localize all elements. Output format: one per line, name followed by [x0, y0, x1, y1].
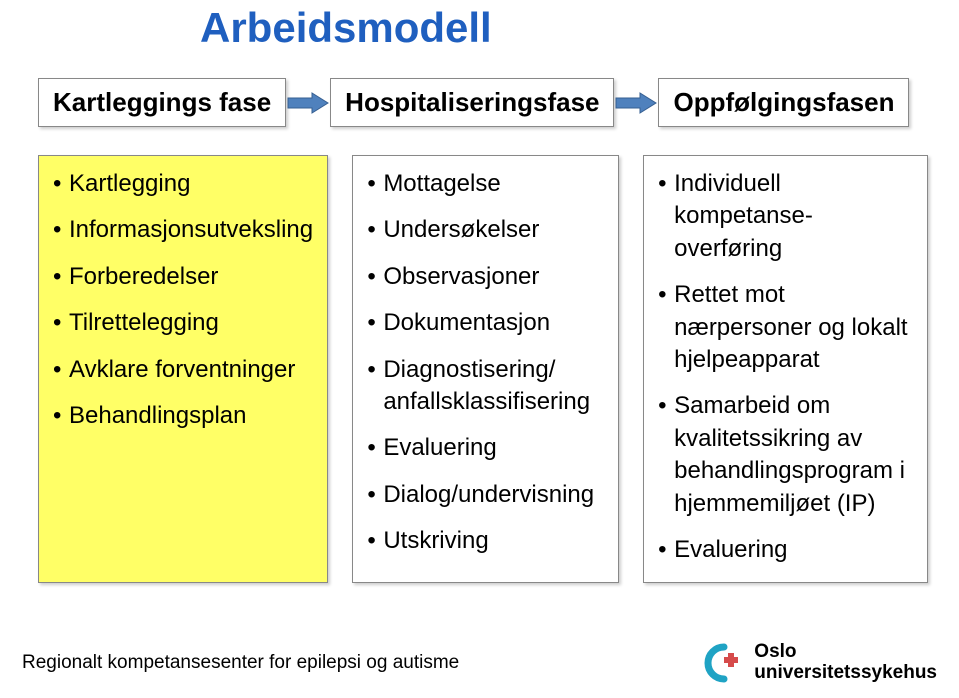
list-item: Diagnostisering/ anfallsklassifisering	[367, 354, 604, 419]
list-item: Rettet mot nærpersoner og lokalt hjelpea…	[658, 279, 913, 376]
list-item: Undersøkelser	[367, 214, 604, 246]
columns: Kartlegging Informasjonsutveksling Forbere…	[38, 155, 928, 583]
list-item: Observasjoner	[367, 261, 604, 293]
list-item: Dokumentasjon	[367, 307, 604, 339]
arrow-right-icon	[614, 91, 658, 115]
list-item: Individuell kompetanse-overføring	[658, 168, 913, 265]
page-title: Arbeidsmodell	[200, 4, 492, 52]
phase-box-3: Oppfølgingsfasen	[658, 78, 909, 127]
footer-text: Regionalt kompetansesenter for epilepsi …	[22, 652, 459, 674]
list-item: Evaluering	[658, 534, 913, 566]
slide: Arbeidsmodell Kartleggings fase Hospital…	[0, 0, 959, 698]
logo-text: Oslo universitetssykehus	[754, 642, 937, 684]
list-item: Utskriving	[367, 525, 604, 557]
column-1: Kartlegging Informasjonsutveksling Forbere…	[38, 155, 328, 583]
logo-text-line1: Oslo	[754, 641, 796, 662]
list-item: Avklare forventninger	[53, 354, 313, 386]
phase-box-1: Kartleggings fase	[38, 78, 286, 127]
column-3: Individuell kompetanse-overføring Rettet …	[643, 155, 928, 583]
arrow-1	[286, 91, 330, 115]
footer: Regionalt kompetansesenter for epilepsi …	[22, 642, 937, 684]
logo-icon	[704, 643, 744, 683]
list-item: Informasjonsutveksling	[53, 214, 313, 246]
list-item: Mottagelse	[367, 168, 604, 200]
list-item: Kartlegging	[53, 168, 313, 200]
phase-box-2: Hospitaliseringsfase	[330, 78, 614, 127]
arrow-2	[614, 91, 658, 115]
list-item: Tilrettelegging	[53, 307, 313, 339]
list-item: Evaluering	[367, 432, 604, 464]
list-item: Forberedelser	[53, 261, 313, 293]
arrow-right-icon	[286, 91, 330, 115]
phase-row: Kartleggings fase Hospitaliseringsfase O…	[38, 78, 928, 127]
list-item: Samarbeid om kvalitetssikring av behandl…	[658, 390, 913, 520]
list-item: Dialog/undervisning	[367, 479, 604, 511]
logo-text-line2: universitetssykehus	[754, 662, 937, 683]
column-2: Mottagelse Undersøkelser Observasjoner Doku…	[352, 155, 619, 583]
hospital-logo: Oslo universitetssykehus	[704, 642, 937, 684]
list-item: Behandlingsplan	[53, 400, 313, 432]
